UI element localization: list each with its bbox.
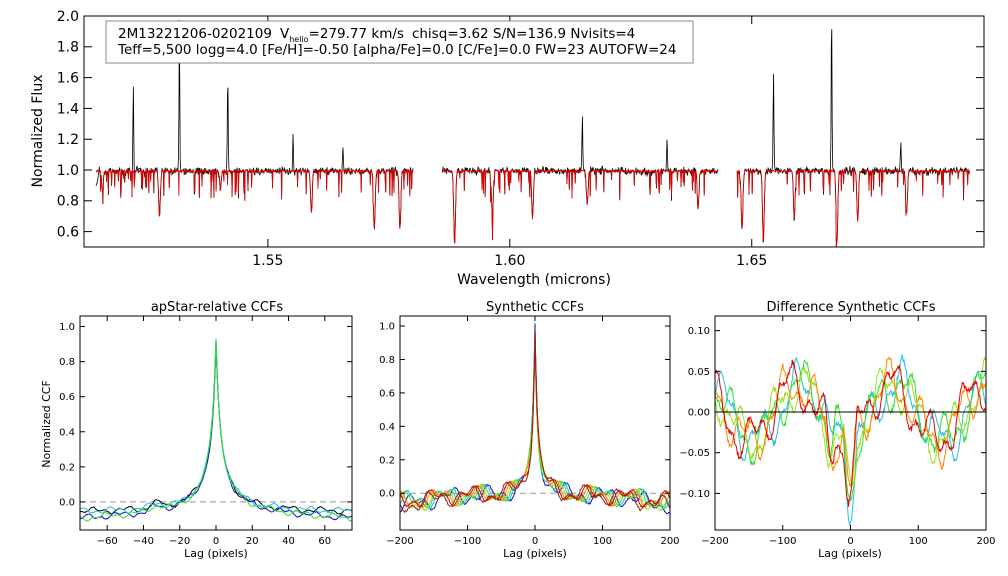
- spectrum-ytick-label: 0.8: [57, 194, 79, 210]
- spectrum-ytick-label: 1.0: [57, 163, 79, 179]
- difference-ccf-ytick-label: 0.05: [688, 367, 710, 378]
- synthetic-ccf-xtick-label: 200: [660, 536, 679, 547]
- spectrum-info-line1: 2M13221206-0202109 Vhelio=279.77 km/s chis…: [118, 26, 635, 44]
- synthetic-ccf-y-ticks: 0.0 0.2 0.4 0.6 0.8 1.0: [379, 322, 670, 500]
- spectrum-panel: 0.6 0.8 1.0 1.2 1.4 1.6 1.8 2.0 1.55 1.60 1.65 2M…: [30, 9, 985, 288]
- synthetic-ccf-x-axis-label: Lag (pixels): [503, 547, 567, 560]
- spectrum-ytick-label: 1.8: [57, 40, 79, 56]
- synthetic-ccf-xtick-label: −100: [454, 536, 481, 547]
- apstar-ccf-ytick-label: 0.2: [59, 462, 75, 473]
- spectrum-xtick-label: 1.55: [252, 253, 283, 269]
- spectrum-info-line2: Teff=5,500 logg=4.0 [Fe/H]=-0.50 [alpha/…: [117, 42, 676, 58]
- difference-ccf-x-ticks: −200 −100 0 100 200: [701, 316, 996, 547]
- spectrum-ytick-label: 0.6: [57, 225, 79, 241]
- difference-ccf-ytick-label: −0.05: [679, 448, 710, 459]
- spectrum-y-ticks: 0.6 0.8 1.0 1.2 1.4 1.6 1.8 2.0: [57, 9, 984, 241]
- difference-ccf-visit-3-line: [714, 356, 987, 487]
- spectrum-model-line: [441, 168, 719, 244]
- apstar-ccf-y-axis-label: Normalized CCF: [40, 380, 53, 468]
- apstar-ccf-ytick-label: 0.4: [59, 427, 75, 438]
- difference-ccf-xtick-label: 200: [976, 536, 995, 547]
- difference-ccf-ytick-label: −0.10: [679, 489, 710, 500]
- apstar-ccf-panel: apStar-relative CCFs 0.00.20.40.60.81.0 …: [40, 300, 353, 560]
- apstar-ccf-ytick-label: 0.6: [59, 392, 75, 403]
- apstar-ccf-traces: [79, 338, 353, 522]
- difference-ccf-xtick-label: −200: [701, 536, 728, 547]
- synthetic-ccf-visit-5-line: [399, 339, 671, 509]
- difference-ccf-visit-5-line: [714, 359, 987, 507]
- synthetic-ccf-ytick-label: 1.0: [379, 322, 395, 333]
- apstar-ccf-visit-4-line: [79, 340, 352, 522]
- synthetic-ccf-xtick-label: 100: [593, 536, 612, 547]
- spectrum-model-line: [95, 168, 414, 229]
- apstar-ccf-xtick-label: 60: [318, 536, 331, 547]
- synthetic-ccf-ytick-label: 0.6: [379, 388, 395, 399]
- spectrum-observed-line: [736, 29, 970, 248]
- difference-ccf-ytick-label: 0.10: [688, 326, 710, 337]
- spectrum-y-axis-label: Normalized Flux: [30, 75, 46, 188]
- apstar-ccf-y-ticks: 0.0 0.2 0.4 0.6 0.8 1.0: [59, 322, 352, 508]
- spectrum-x-ticks: 1.55 1.60 1.65: [252, 16, 767, 269]
- difference-ccf-y-ticks: −0.10 −0.05 0.00 0.05 0.10: [679, 326, 986, 500]
- synthetic-ccf-title: Synthetic CCFs: [486, 300, 584, 315]
- synthetic-ccf-traces: [399, 323, 671, 515]
- synthetic-ccf-xtick-label: −200: [386, 536, 413, 547]
- difference-ccf-panel: Difference Synthetic CCFs −0.10 −0.05 0.00…: [679, 300, 995, 560]
- apstar-ccf-xtick-label: 40: [282, 536, 295, 547]
- difference-ccf-xtick-label: 100: [909, 536, 928, 547]
- spectrum-ytick-label: 1.6: [57, 71, 79, 87]
- apstar-ccf-ytick-label: 1.0: [59, 322, 75, 333]
- spectrum-ytick-label: 1.4: [57, 101, 79, 117]
- spectrum-info-box: [105, 20, 694, 64]
- apstar-ccf-visit-2-line: [80, 338, 353, 521]
- synthetic-ccf-ytick-label: 0.0: [379, 489, 395, 500]
- synthetic-ccf-x-ticks: −200 −100 0 100 200: [386, 316, 680, 547]
- difference-ccf-title: Difference Synthetic CCFs: [766, 300, 935, 315]
- apstar-ccf-visit-1-line: [79, 344, 353, 515]
- apstar-ccf-ytick-label: 0.8: [59, 357, 75, 368]
- spectrum-xtick-label: 1.60: [494, 253, 525, 269]
- spectrum-xtick-label: 1.65: [736, 253, 767, 269]
- difference-ccf-x-axis-label: Lag (pixels): [818, 547, 882, 560]
- apstar-ccf-xtick-label: 20: [246, 536, 259, 547]
- synthetic-ccf-ytick-label: 0.4: [379, 422, 395, 433]
- synthetic-ccf-visit-7-line: [399, 328, 671, 514]
- difference-ccf-visit-1-line: [714, 354, 987, 526]
- apstar-ccf-title: apStar-relative CCFs: [151, 300, 284, 315]
- apstar-ccf-x-axis-label: Lag (pixels): [184, 547, 248, 560]
- difference-ccf-ytick-label: 0.00: [688, 408, 710, 419]
- spectrum-ytick-label: 1.2: [57, 132, 79, 148]
- apstar-ccf-x-ticks: −60 −40 −20 0 20 40 60: [97, 316, 331, 547]
- apstar-ccf-xtick-label: −40: [133, 536, 154, 547]
- synthetic-ccf-visit-4-line: [399, 338, 671, 512]
- spectrum-ytick-label: 2.0: [57, 9, 79, 25]
- apstar-ccf-ytick-label: 0.0: [59, 497, 75, 508]
- synthetic-ccf-ytick-label: 0.2: [379, 455, 395, 466]
- synthetic-ccf-panel: Synthetic CCFs 0.0 0.2 0.4 0.6 0.8 1.0 −200 −1…: [379, 300, 679, 560]
- difference-ccf-traces: [714, 354, 987, 526]
- difference-ccf-xtick-label: −100: [769, 536, 796, 547]
- spectrum-frame: [83, 15, 985, 248]
- spectrum-model-line: [736, 168, 970, 248]
- spectrum-traces: [95, 19, 970, 248]
- synthetic-ccf-ytick-label: 0.8: [379, 355, 395, 366]
- synthetic-ccf-xtick-label: 0: [532, 536, 538, 547]
- apstar-ccf-visit-3-line: [79, 338, 353, 514]
- difference-ccf-visit-4-line: [714, 356, 987, 487]
- apstar-ccf-xtick-label: −60: [97, 536, 118, 547]
- apstar-ccf-xtick-label: −20: [169, 536, 190, 547]
- difference-ccf-frame: [714, 315, 987, 531]
- difference-ccf-xtick-label: 0: [847, 536, 853, 547]
- spectrum-x-axis-label: Wavelength (microns): [457, 272, 611, 288]
- apstar-ccf-xtick-label: 0: [213, 536, 219, 547]
